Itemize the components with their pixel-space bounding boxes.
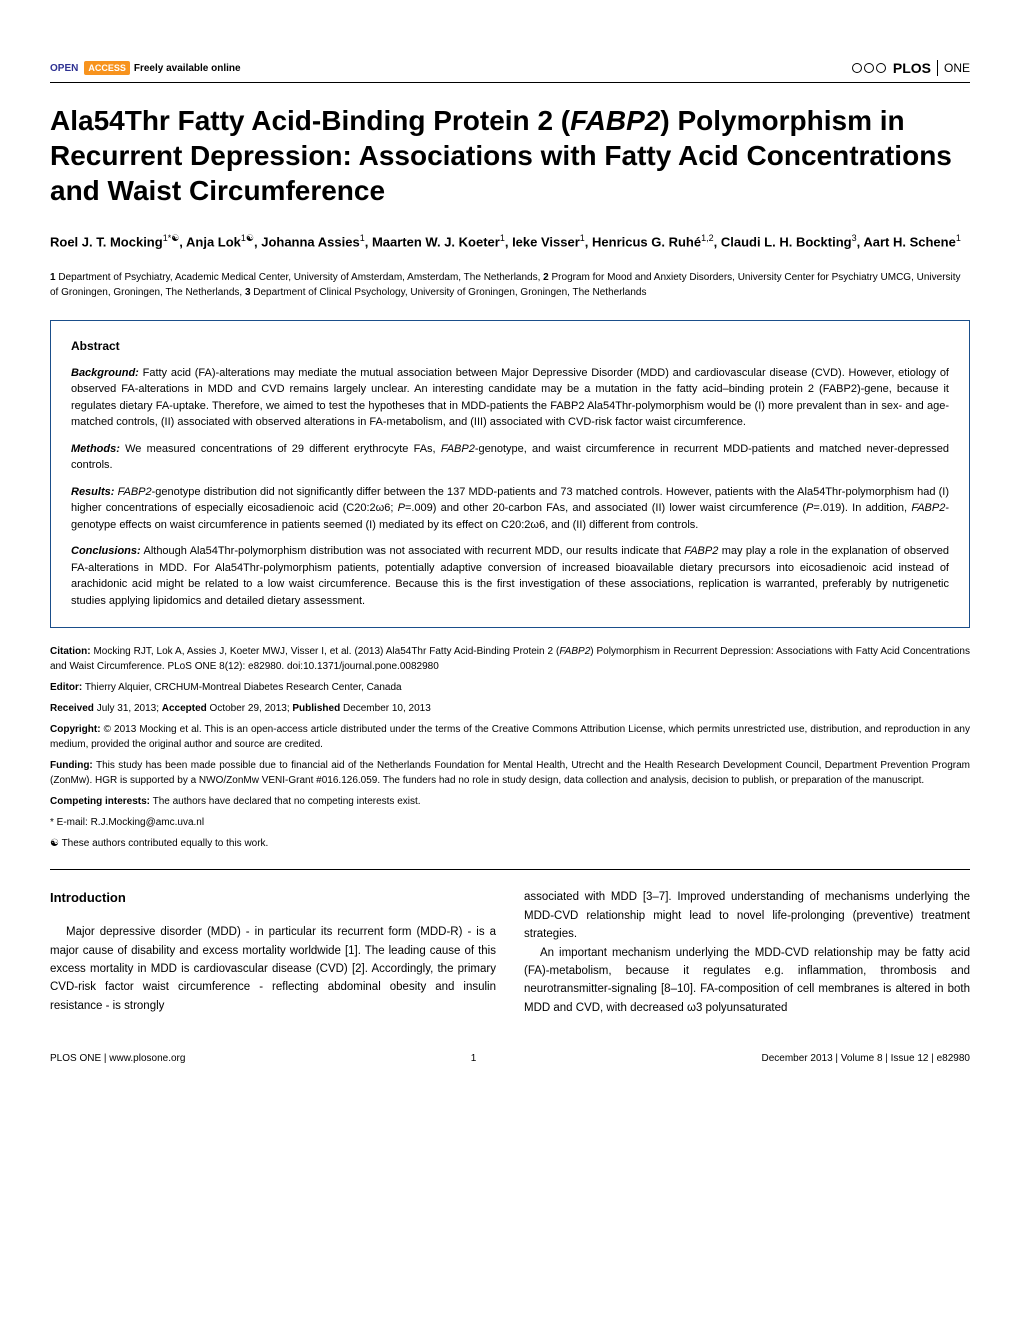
meta-block: Citation: Mocking RJT, Lok A, Assies J, … <box>50 644 970 851</box>
abstract-background: Background: Fatty acid (FA)-alterations … <box>71 365 949 431</box>
published-text: December 10, 2013 <box>340 703 431 714</box>
freely-available-text: Freely available online <box>134 63 241 74</box>
body-columns: Introduction Major depressive disorder (… <box>50 888 970 1017</box>
author-list: Roel J. T. Mocking1*☯, Anja Lok1☯, Johan… <box>50 232 970 252</box>
background-text: Fatty acid (FA)-alterations may mediate … <box>71 367 949 429</box>
intro-p3: An important mechanism underlying the MD… <box>524 944 970 1018</box>
abstract-methods: Methods: We measured concentrations of 2… <box>71 441 949 474</box>
plos-circles-icon <box>851 63 887 73</box>
abstract-results: Results: FABP2-genotype distribution did… <box>71 484 949 534</box>
contrib-note: ☯ These authors contributed equally to t… <box>50 836 970 851</box>
citation-text: Mocking RJT, Lok A, Assies J, Koeter MWJ… <box>50 646 970 672</box>
email-label: * E-mail: <box>50 817 91 828</box>
dates: Received July 31, 2013; Accepted October… <box>50 701 970 716</box>
copyright-text: © 2013 Mocking et al. This is an open-ac… <box>50 724 970 750</box>
citation: Citation: Mocking RJT, Lok A, Assies J, … <box>50 644 970 674</box>
plos-logo: PLOS ONE <box>851 60 970 76</box>
left-column: Introduction Major depressive disorder (… <box>50 888 496 1017</box>
plos-divider <box>937 60 938 76</box>
email: * E-mail: R.J.Mocking@amc.uva.nl <box>50 815 970 830</box>
funding: Funding: This study has been made possib… <box>50 758 970 788</box>
plos-text: PLOS <box>893 60 931 76</box>
conclusions-text: Although Ala54Thr-polymorphism distribut… <box>71 545 949 607</box>
access-badge: ACCESS <box>84 61 130 75</box>
copyright: Copyright: © 2013 Mocking et al. This is… <box>50 722 970 752</box>
published-label: Published <box>292 703 340 714</box>
received-text: July 31, 2013; <box>94 703 162 714</box>
methods-label: Methods: <box>71 443 120 455</box>
contrib-text: ☯ These authors contributed equally to t… <box>50 838 268 849</box>
conclusions-label: Conclusions: <box>71 545 141 557</box>
results-label: Results: <box>71 486 114 498</box>
funding-label: Funding: <box>50 760 93 771</box>
methods-text: We measured concentrations of 29 differe… <box>71 443 949 472</box>
competing-label: Competing interests: <box>50 796 150 807</box>
editor-label: Editor: <box>50 682 82 693</box>
competing-text: The authors have declared that no compet… <box>150 796 421 807</box>
email-text: R.J.Mocking@amc.uva.nl <box>91 817 205 828</box>
background-label: Background: <box>71 367 139 379</box>
right-column: associated with MDD [3–7]. Improved unde… <box>524 888 970 1017</box>
page-footer: PLOS ONE | www.plosone.org 1 December 20… <box>50 1053 970 1064</box>
intro-p1: Major depressive disorder (MDD) - in par… <box>50 923 496 1015</box>
open-access-label: OPEN ACCESS Freely available online <box>50 61 241 75</box>
footer-center: 1 <box>471 1053 477 1064</box>
affiliations: 1 Department of Psychiatry, Academic Med… <box>50 270 970 300</box>
results-text: FABP2-genotype distribution did not sign… <box>71 486 949 531</box>
abstract-conclusions: Conclusions: Although Ala54Thr-polymorph… <box>71 543 949 609</box>
footer-left: PLOS ONE | www.plosone.org <box>50 1053 185 1064</box>
open-text: OPEN <box>50 63 78 74</box>
accepted-text: October 29, 2013; <box>207 703 293 714</box>
copyright-label: Copyright: <box>50 724 101 735</box>
accepted-label: Accepted <box>162 703 207 714</box>
intro-heading: Introduction <box>50 888 496 909</box>
competing: Competing interests: The authors have de… <box>50 794 970 809</box>
citation-label: Citation: <box>50 646 91 657</box>
funding-text: This study has been made possible due to… <box>50 760 970 786</box>
editor: Editor: Thierry Alquier, CRCHUM-Montreal… <box>50 680 970 695</box>
title-pre: Ala54Thr Fatty Acid-Binding Protein 2 ( <box>50 105 570 136</box>
abstract-box: Abstract Background: Fatty acid (FA)-alt… <box>50 320 970 629</box>
title-italic: FABP2 <box>570 105 660 136</box>
intro-p2: associated with MDD [3–7]. Improved unde… <box>524 888 970 943</box>
footer-right: December 2013 | Volume 8 | Issue 12 | e8… <box>762 1053 970 1064</box>
abstract-heading: Abstract <box>71 339 949 353</box>
divider <box>50 869 970 870</box>
editor-text: Thierry Alquier, CRCHUM-Montreal Diabete… <box>82 682 401 693</box>
article-title: Ala54Thr Fatty Acid-Binding Protein 2 (F… <box>50 103 970 208</box>
plos-one-text: ONE <box>944 61 970 75</box>
received-label: Received <box>50 703 94 714</box>
header-bar: OPEN ACCESS Freely available online PLOS… <box>50 60 970 83</box>
